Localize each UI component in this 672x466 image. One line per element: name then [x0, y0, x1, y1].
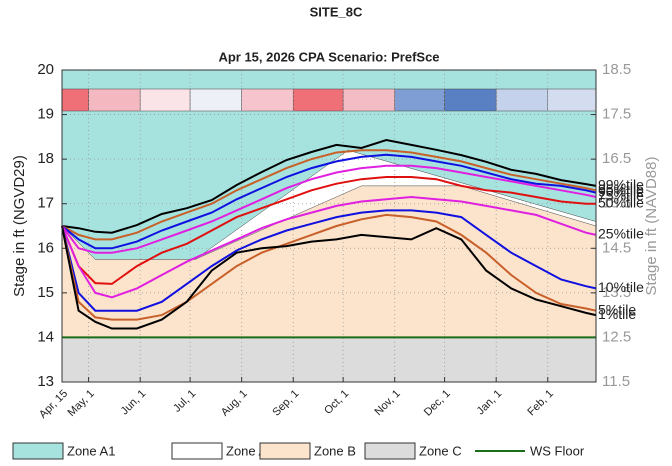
percentile-label: 50%tile [598, 194, 644, 210]
legend-swatch [364, 442, 416, 460]
y2-tick-label: 15.5 [602, 195, 631, 212]
x-tick-label: Sep, 1 [270, 388, 301, 419]
y-tick-label: 15 [37, 284, 54, 301]
plot-frame [61, 69, 597, 383]
legend-label: Zone B [314, 443, 356, 458]
x-tick-label: Apr, 15 [37, 388, 70, 421]
percentile-line [61, 153, 597, 250]
month-cell [139, 88, 191, 112]
percentile-line [61, 195, 597, 299]
percentile-label: 95%tile [598, 181, 644, 197]
legend-swatch [171, 442, 223, 460]
y2-tick-label: 14.5 [602, 239, 631, 256]
month-cell [189, 88, 242, 112]
percentile-label: 25%tile [598, 226, 644, 242]
legend-swatch [12, 442, 64, 460]
month-cell [394, 88, 445, 112]
percentile-line [61, 209, 597, 312]
y-tick-label: 14 [37, 328, 54, 345]
y-tick-label: 20 [37, 61, 54, 78]
x-tick-label: Jul, 1 [171, 388, 198, 415]
percentile-label: 1%tile [598, 306, 636, 322]
month-cell [444, 88, 497, 112]
percentile-label: 5%tile [598, 301, 636, 317]
legend-label: Zone A1 [67, 443, 115, 458]
y2-tick-label: 16.5 [602, 150, 631, 167]
percentile-line [61, 164, 597, 254]
month-cell [292, 88, 344, 112]
y-axis-label: Stage in ft (NGVD29) [11, 155, 28, 297]
percentile-line [61, 176, 596, 285]
y-tick-label: 18 [37, 150, 54, 167]
x-tick-label: Aug, 1 [219, 388, 250, 419]
month-cell [61, 88, 89, 112]
percentile-label: 99%tile [598, 177, 644, 193]
y-tick-label: 16 [37, 239, 54, 256]
y-tick-label: 13 [37, 373, 54, 390]
percentile-label: 90%tile [598, 183, 644, 199]
x-tick-label: May, 1 [66, 388, 97, 419]
x-tick-label: Dec, 1 [422, 388, 453, 419]
month-cell [241, 88, 294, 112]
x-tick-label: Jan, 1 [475, 388, 505, 418]
chart-title: SITE_8C [310, 4, 363, 19]
x-tick-label: Feb, 1 [525, 388, 556, 419]
month-cell [547, 88, 597, 112]
percentile-label: 10%tile [598, 279, 644, 295]
percentile-label: 75%tile [598, 188, 644, 204]
y2-tick-label: 12.5 [602, 328, 631, 345]
legend-label: Zone C [419, 443, 462, 458]
y-tick-label: 19 [37, 106, 54, 123]
x-tick-label: Nov, 1 [372, 388, 402, 418]
legend-swatch [259, 442, 311, 460]
zone-c-fill [62, 337, 596, 382]
x-tick-label: Jun, 1 [119, 388, 149, 418]
month-cell [495, 88, 549, 112]
percentile-line [61, 138, 597, 234]
y2-tick-label: 11.5 [602, 373, 630, 390]
y2-tick-label: 13.5 [602, 284, 631, 301]
percentile-line [61, 149, 597, 241]
month-cell [88, 88, 141, 112]
legend-label: WS Floor [530, 443, 585, 458]
month-cell [342, 88, 395, 112]
y-tick-label: 17 [37, 195, 54, 212]
y2-tick-label: 18.5 [602, 61, 631, 78]
percentile-line [61, 225, 597, 330]
y2-axis-label: Stage in ft (NAVD88) [643, 157, 660, 296]
chart-subtitle: Apr 15, 2026 CPA Scenario: PrefSce [218, 49, 439, 64]
percentile-line [61, 213, 597, 321]
y2-tick-label: 17.5 [602, 106, 631, 123]
x-tick-label: Oct, 1 [322, 388, 351, 417]
